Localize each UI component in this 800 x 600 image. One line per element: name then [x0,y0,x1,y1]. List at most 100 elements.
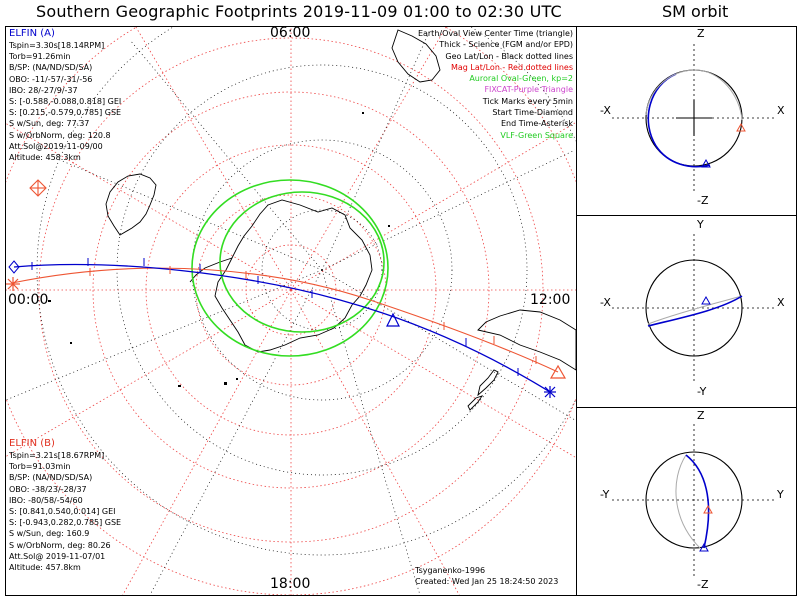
elfin-b-ticks [89,266,537,364]
elfin-b-line: S: [0.841,0.540,0.014] GEI [9,507,116,517]
time-label-top: 06:00 [270,25,311,41]
sm1-label-left: -X [600,104,611,117]
auroral-oval-outer [191,179,389,357]
sm-panel-xy [612,234,776,382]
legend-item: Start Time-Diamond [492,108,573,118]
sm1-label-right: X [777,104,785,117]
elfin-b-trajectory [11,267,559,373]
sm-triangle-a [701,295,711,305]
mag-lat-circle [195,194,387,386]
elfin-b-sm-orbit [675,454,701,549]
end-asterisk-a [544,386,556,398]
elfin-b-info: ELFIN (B) Tspin=3.21s[18.67RPM] Torb=91.… [9,438,121,573]
legend: Earth/Oval View Center Time (triangle) T… [418,28,573,141]
elfin-b-view-center-triangle [549,364,567,379]
legend-item: Tick Marks every 5min [482,96,573,106]
elfin-b-line: S w/OrbNorm, deg: 80.26 [9,540,111,550]
sm-triangle-b [736,122,746,132]
elfin-a-line: Altitude: 458.3km [9,153,81,163]
mag-lon-line [290,289,460,595]
elfin-a-trajectory [13,263,551,393]
mag-lon-line [6,123,292,291]
sm3-label-down: -Z [697,578,709,591]
elfin-a-line: Att.Sol@2019-11-09/00 [9,141,103,151]
elfin-a-line: Torb=91.26min [9,52,71,62]
elfin-a-sm-orbit [685,454,710,549]
legend-item: Auroral Oval-Green, kp=2 [469,74,573,84]
sm2-label-right: X [777,296,785,309]
elfin-a-line: OBO: -11/-57/-31/-56 [9,74,93,84]
islands [48,112,390,387]
mag-lat-circle [92,91,490,489]
sm-triangle-b [703,504,713,514]
elfin-b-line: Tspin=3.21s[18.67RPM] [9,451,105,460]
elfin-a-line: S w/Sun, deg: 77.37 [9,119,90,129]
elfin-b-line: Att.Sol@ 2019-11-07/01 [9,551,106,561]
geo-lat-circle [261,209,383,331]
sm3-label-up: Z [697,409,705,422]
mag-lon-line [290,27,447,291]
auroral-oval-inner [219,191,385,333]
elfin-b-line: B/SP: (NA/ND/SD/SA) [9,473,93,483]
sm-panel-yz-frame [576,407,797,596]
sm-triangle-a [699,542,709,552]
elfin-a-line: S: [0.215,-0.579,0.785] GSE [9,108,122,118]
elfin-a-line: B/SP: (NA/ND/SD/SA) [9,63,93,73]
time-label-right: 12:00 [530,292,571,308]
mag-lon-line [290,121,576,291]
sm-panel-yz [612,424,776,576]
elfin-b-line: Altitude: 457.8km [9,563,81,573]
fixcat-marker [29,179,47,197]
elfin-b-line: S w/Sun, deg: 160.9 [9,529,90,539]
sm-panel-xz [612,44,776,192]
geo-lon-line [59,159,323,271]
elfin-b-sm-orbit [647,295,743,325]
geo-lon-line [321,29,431,271]
elfin-a-line: IBO: 28/-27/9/-37 [9,85,78,95]
elfin-a-info: ELFIN (A) Tspin=3.30s[18.14RPM] Torb=91.… [9,28,121,163]
sm-orbit-title: SM orbit [662,2,729,21]
geo-lon-line [321,149,576,271]
elfin-a-line: Tspin=3.30s[18.14RPM] [9,41,105,50]
geo-lat-circle [116,64,528,476]
start-asterisk-b [6,277,20,291]
geo-lon-line [6,269,323,401]
legend-item: Mag Lat/Lon - Red dotted lines [450,62,573,72]
sm-triangle-a [701,158,711,168]
elfin-a-sm-orbit [647,73,711,168]
south-america-coastline [105,173,157,236]
legend-item: VLF-Green Square [500,130,573,140]
legend-item: Geo Lat/Lon - Black dotted lines [445,51,573,61]
elfin-b-line: OBO: -38/23/-28/37 [9,484,87,494]
view-center-triangle [386,312,400,327]
plot-title: Southern Geographic Footprints 2019-11-0… [36,2,562,21]
legend-item: FIXCAT-Purple Triangle [484,85,573,95]
map-layer [6,27,576,595]
sm2-label-up: Y [697,218,704,231]
sm1-label-down: -Z [697,194,709,207]
start-diamond-a [8,260,20,274]
sm3-label-left: -Y [600,488,610,501]
credit-created: Created: Wed Jan 25 18:24:50 2023 [415,577,559,586]
legend-item: End Time-Asterisk [500,119,573,129]
africa-coastline [391,29,441,83]
legend-item: Earth/Oval View Center Time (triangle) [417,29,573,38]
mag-lon-line [122,289,292,595]
new-zealand-coastline [467,369,499,411]
elfin-b-sm-orbit [645,69,743,121]
antarctica-coastline [214,199,373,353]
time-label-bottom: 18:00 [270,576,311,592]
sm2-label-down: -Y [697,385,707,398]
sm1-label-up: Z [697,27,705,40]
elfin-b-line: S: [-0.943,0.282,0.785] GSE [9,518,122,528]
elfin-a-line: S: [-0.588,-0.088,0.818] GEI [9,97,122,107]
mag-grid [6,27,576,595]
credit-model: Tsyganenko-1996 [415,566,486,575]
elfin-a-sm-orbit [647,295,743,327]
elfin-a-line: S w/OrbNorm, deg: 120.8 [9,130,111,140]
legend-item: Thick - Science (FGM and/or EPD) [439,40,573,50]
elfin-b-line: Torb=91.03min [9,462,71,472]
mag-lon-line [6,289,292,457]
mag-lon-line [290,289,576,459]
